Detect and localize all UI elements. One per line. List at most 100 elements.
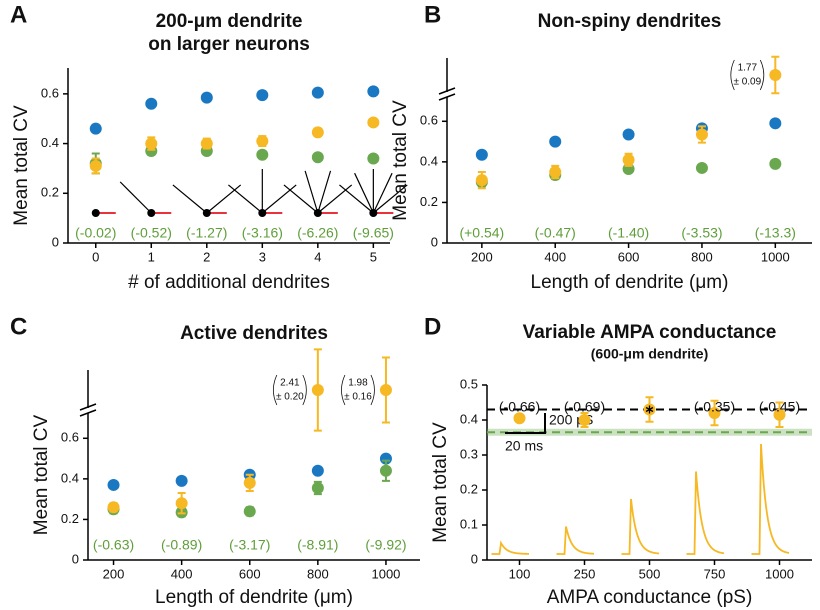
- bracket: [730, 59, 765, 91]
- panel-letter: C: [10, 313, 27, 340]
- annotation: (-9.92): [365, 537, 406, 553]
- dendrite-icon: [283, 184, 319, 214]
- panel-subtitle: (600-μm dendrite): [591, 346, 708, 362]
- dendrite-icon: [119, 181, 152, 214]
- soma-icon: [258, 209, 267, 217]
- data-point: [513, 412, 526, 425]
- x-tick-label: 400: [544, 249, 566, 264]
- annotation: (-0.35): [694, 399, 735, 415]
- data-point: [89, 159, 102, 172]
- y-axis-label: Mean total CV: [390, 100, 411, 221]
- value-label: 2.41: [280, 378, 300, 389]
- x-axis-label: Length of dendrite (μm): [531, 272, 729, 293]
- y-tick-label: 0: [52, 234, 59, 249]
- panel-title: 200-μm dendrite: [156, 11, 303, 32]
- y-tick-label: 0: [471, 551, 478, 566]
- annotation: (-3.53): [681, 225, 722, 241]
- data-point: [379, 464, 392, 477]
- data-point: [773, 408, 786, 421]
- data-point: [367, 85, 380, 98]
- x-tick-label: 1000: [761, 249, 790, 264]
- annotation: (-0.63): [93, 537, 134, 553]
- data-point: [243, 476, 256, 489]
- data-point: [175, 474, 188, 487]
- annotation: (-1.40): [608, 225, 649, 241]
- annotation: (-8.91): [297, 537, 338, 553]
- scale-bar-label: 20 ms: [505, 438, 543, 454]
- data-point: [622, 128, 635, 141]
- error-label: ± 0.20: [276, 392, 304, 403]
- y-axis-label: Mean total CV: [11, 105, 32, 226]
- y-axis-label: Mean total CV: [430, 422, 451, 543]
- data-point: [311, 464, 324, 477]
- dendrite-icon: [339, 184, 374, 214]
- soma-icon: [202, 209, 211, 217]
- data-point: [145, 97, 158, 110]
- x-tick-label: 0: [92, 249, 99, 264]
- bracket: [272, 374, 307, 406]
- x-axis-label: Length of dendrite (μm): [155, 587, 353, 608]
- x-tick-label: 4: [314, 249, 321, 264]
- y-tick-label: 0.6: [41, 85, 59, 100]
- annotation: (-0.66): [499, 399, 540, 415]
- scale-bar: [505, 413, 546, 434]
- panel-letter: B: [424, 1, 441, 28]
- value-label: 1.77: [738, 63, 758, 74]
- annotation: (-0.47): [535, 225, 576, 241]
- annotation: (-3.17): [229, 537, 270, 553]
- data-point: [256, 89, 269, 102]
- annotation: (-0.45): [759, 399, 800, 415]
- y-tick-label: 0.5: [460, 376, 478, 391]
- data-point: [549, 135, 562, 148]
- dendrite-icon: [228, 184, 263, 214]
- annotation: (+0.54): [459, 225, 504, 241]
- data-point: [256, 135, 269, 148]
- y-tick-label: 0.2: [420, 194, 438, 209]
- x-tick-label: 5: [370, 249, 377, 264]
- x-axis-label: AMPA conductance (pS): [547, 587, 753, 608]
- data-point: [311, 384, 324, 396]
- x-tick-label: 500: [639, 566, 661, 581]
- data-point: [769, 117, 782, 130]
- y-tick-label: 0.4: [41, 135, 59, 150]
- data-point: [578, 414, 591, 426]
- axis-break: [438, 87, 456, 95]
- axis-break: [79, 409, 97, 417]
- x-tick-label: 600: [239, 566, 261, 581]
- data-point: [367, 152, 380, 165]
- x-tick-label: 250: [574, 566, 596, 581]
- dendrite-icon: [317, 184, 353, 214]
- x-axis-label: # of additional dendrites: [128, 272, 330, 293]
- data-point: [708, 407, 721, 419]
- dendrite-icon: [261, 184, 297, 214]
- axis-break: [438, 93, 456, 101]
- x-tick-label: 2: [203, 249, 210, 264]
- error-label: ± 0.16: [344, 392, 372, 403]
- data-point: [695, 161, 708, 174]
- annotation: (-3.16): [242, 225, 283, 241]
- panel-title: Active dendrites: [180, 323, 328, 344]
- epsc-trace: [686, 471, 725, 555]
- soma-icon: [369, 209, 378, 217]
- data-point: [107, 478, 120, 491]
- value-label: 1.98: [348, 378, 368, 389]
- data-point: [311, 481, 324, 494]
- data-point: [145, 137, 158, 150]
- soma-icon: [91, 209, 100, 217]
- axis-break: [79, 403, 97, 411]
- soma-icon: [313, 209, 322, 217]
- data-point: [311, 126, 324, 139]
- x-tick-label: 800: [307, 566, 329, 581]
- data-point: [311, 86, 324, 99]
- annotation: (-0.02): [75, 225, 116, 241]
- bracket: [341, 374, 375, 406]
- data-point: [89, 122, 102, 135]
- panel-letter: A: [10, 1, 27, 28]
- dendrite-icon: [172, 184, 208, 214]
- data-point: [311, 151, 324, 164]
- star-marker: [645, 405, 654, 414]
- error-label: ± 0.09: [733, 77, 761, 88]
- annotation: (-0.52): [131, 225, 172, 241]
- y-tick-label: 0.2: [460, 481, 478, 496]
- panel-title: on larger neurons: [148, 34, 310, 55]
